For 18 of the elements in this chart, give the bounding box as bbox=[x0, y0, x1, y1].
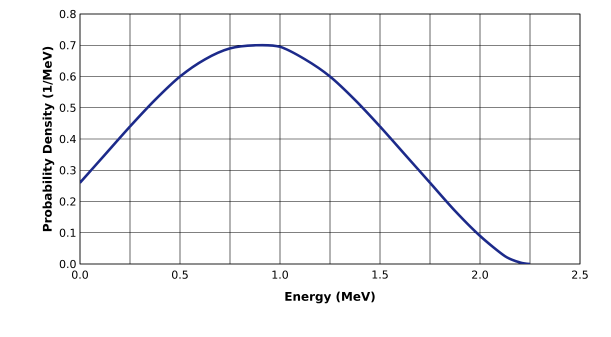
x-tick-label: 2.5 bbox=[572, 270, 588, 279]
line-series bbox=[80, 44, 532, 264]
y-tick-label: 0.6 bbox=[60, 72, 76, 81]
y-tick-label: 0.1 bbox=[60, 228, 76, 237]
y-axis-title: Probability Density (1/MeV) bbox=[42, 46, 54, 232]
x-tick-label: 1.0 bbox=[272, 270, 288, 279]
y-tick-label: 0.3 bbox=[60, 166, 76, 174]
y-tick-label: 0.4 bbox=[60, 134, 76, 144]
x-tick-label: 2.0 bbox=[472, 270, 488, 279]
y-tick-label: 0.0 bbox=[60, 260, 76, 268]
y-tick-label: 0.2 bbox=[60, 197, 76, 206]
y-tick-label: 0.8 bbox=[60, 10, 76, 18]
x-tick-label: 1.5 bbox=[372, 270, 388, 279]
x-axis-title: Energy (MeV) bbox=[285, 292, 375, 304]
x-tick-label: 0.5 bbox=[172, 270, 188, 279]
y-tick-label: 0.5 bbox=[60, 104, 76, 112]
y-tick-label: 0.7 bbox=[60, 41, 76, 50]
x-tick-label: 0.0 bbox=[72, 270, 88, 279]
